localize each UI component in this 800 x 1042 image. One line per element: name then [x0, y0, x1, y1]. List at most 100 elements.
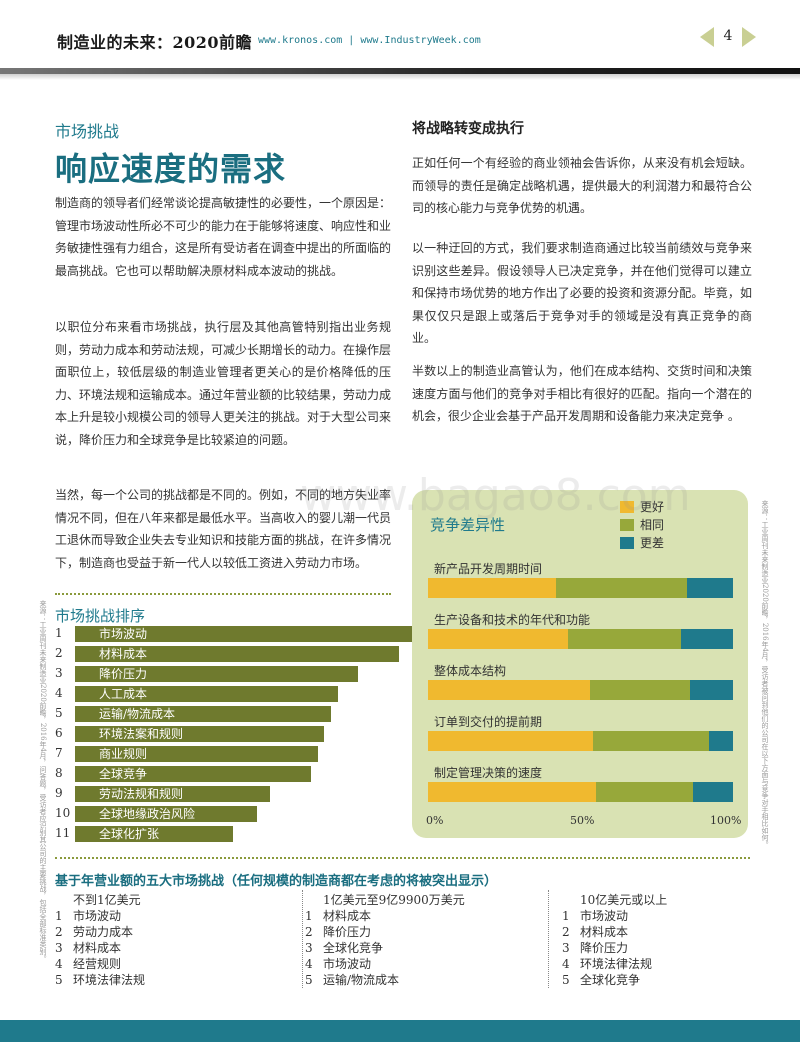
ranking-number: 3 [55, 666, 63, 680]
ranking-row: 8 全球竞争 [55, 766, 415, 782]
ranking-bar: 环境法案和规则 [75, 726, 324, 742]
ranking-number: 9 [55, 786, 63, 800]
chart-category-label: 新产品开发周期时间 [434, 562, 543, 576]
list-item-number: 4 [562, 957, 570, 971]
list-item: 1 材料成本 [305, 908, 545, 924]
right-source-note: 来源：工业周刊未来制造业2020前瞻，2016年4月，受访者被问到他们的公司在以… [761, 500, 769, 849]
legend-swatch-same [620, 519, 634, 531]
chart-stacked-bar [428, 578, 733, 598]
column-divider [548, 890, 549, 988]
x-tick-100: 100% [710, 814, 742, 827]
ranking-bar: 商业规则 [75, 746, 318, 762]
chart-category-label: 整体成本结构 [434, 664, 507, 678]
ranking-row: 3 降价压力 [55, 666, 415, 682]
list-item-label: 材料成本 [73, 941, 122, 955]
chart-bar-segment [690, 680, 733, 700]
list-item-label: 劳动力成本 [73, 925, 134, 939]
left-paragraph-1: 制造商的领导者们经常谈论提高敏捷性的必要性，一个原因是：管理市场波动性所必不可少… [55, 196, 392, 278]
header-urls[interactable]: www.kronos.com | www.IndustryWeek.com [258, 35, 481, 46]
list-item: 1 市场波动 [562, 908, 800, 924]
legend-swatch-worse [620, 537, 634, 549]
ranking-label: 环境法案和规则 [99, 727, 184, 741]
ranking-row: 1 市场波动 [55, 626, 415, 642]
page-number: 4 [723, 28, 733, 44]
list-item: 3 降价压力 [562, 940, 800, 956]
section-headline: 响应速度的需求 [55, 150, 287, 188]
revenue-tier-heading: 1亿美元至9亿9900万美元 [323, 893, 465, 907]
list-item-label: 环境法律法规 [580, 957, 653, 971]
list-item-label: 全球化竞争 [580, 973, 641, 987]
ranking-label: 市场波动 [99, 627, 148, 641]
ranking-row: 11 全球化扩张 [55, 826, 415, 842]
bottom-dotted-divider [55, 857, 750, 859]
chart-bar-segment [595, 782, 694, 802]
list-item-label: 降价压力 [323, 925, 372, 939]
chart-bar-segment [556, 578, 688, 598]
ranking-bar: 人工成本 [75, 686, 338, 702]
ranking-bar: 全球化扩张 [75, 826, 233, 842]
ranking-bar: 劳动法规和规则 [75, 786, 270, 802]
header-shadow [0, 74, 800, 80]
list-item-number: 2 [562, 925, 570, 939]
legend-swatch-better [620, 501, 634, 513]
chart-bar-segment [428, 731, 593, 751]
list-item: 3 全球化竞争 [305, 940, 545, 956]
ranking-title: 市场挑战排序 [55, 607, 146, 625]
list-item-number: 5 [305, 973, 313, 987]
chart-bar-segment [428, 680, 590, 700]
chart-bar-segment [681, 629, 733, 649]
list-item: 3 材料成本 [55, 940, 295, 956]
ranking-label: 劳动法规和规则 [99, 787, 184, 801]
list-item-number: 2 [55, 925, 63, 939]
list-item-label: 降价压力 [580, 941, 629, 955]
revenue-tier-column: 1亿美元至9亿9900万美元 1 材料成本 2 降价压力 3 全球化竞争 4 市场波动 5 运输/物… [305, 892, 545, 988]
left-source-note: 来源：工业周刊未来制造业2020前瞻，2016年4月，问答题，受访者应识别其公司… [39, 600, 47, 963]
right-heading: 将战略转变成执行 [412, 121, 524, 137]
chart-stacked-bar [428, 680, 733, 700]
bottom-section-title: 基于年营业额的五大市场挑战（任何规模的制造商都在考虑的将被突出显示） [55, 874, 498, 889]
ranking-bar: 市场波动 [75, 626, 412, 642]
ranking-label: 商业规则 [99, 747, 148, 761]
ranking-bar: 材料成本 [75, 646, 399, 662]
list-item-label: 市场波动 [580, 909, 629, 923]
list-item: 5 运输/物流成本 [305, 972, 545, 988]
competition-chart-panel: 竞争差异性 更好 相同 更差 新产品开发周期时间 生产设备和技术的年代和功能 整体成… [412, 490, 748, 838]
list-item: 2 材料成本 [562, 924, 800, 940]
section-kicker: 市场挑战 [55, 122, 120, 141]
ranking-number: 6 [55, 726, 63, 740]
watermark: www.bagao8.com [300, 470, 691, 521]
ranking-row: 6 环境法案和规则 [55, 726, 415, 742]
chart-category-label: 制定管理决策的速度 [434, 766, 543, 780]
chart-bar-segment [708, 731, 733, 751]
ranking-label: 降价压力 [99, 667, 148, 681]
revenue-tier-heading: 不到1亿美元 [73, 893, 141, 907]
ranking-number: 5 [55, 706, 63, 720]
revenue-tier-column: 不到1亿美元 1 市场波动 2 劳动力成本 3 材料成本 4 经营规则 5 环境法律法规 [55, 892, 295, 988]
ranking-row: 9 劳动法规和规则 [55, 786, 415, 802]
ranking-number: 11 [55, 826, 71, 840]
ranking-bar: 运输/物流成本 [75, 706, 331, 722]
list-item-label: 运输/物流成本 [323, 973, 400, 987]
list-item: 2 劳动力成本 [55, 924, 295, 940]
list-item-number: 3 [562, 941, 570, 955]
ranking-label: 运输/物流成本 [99, 707, 176, 721]
chart-bar-segment [693, 782, 733, 802]
ranking-number: 8 [55, 766, 63, 780]
list-item-label: 经营规则 [73, 957, 122, 971]
list-item-number: 1 [562, 909, 570, 923]
list-item: 4 市场波动 [305, 956, 545, 972]
column-divider [302, 890, 303, 988]
previous-page-arrow-icon[interactable] [700, 27, 714, 47]
list-item: 5 环境法律法规 [55, 972, 295, 988]
ranking-number: 2 [55, 646, 63, 660]
list-item-number: 2 [305, 925, 313, 939]
list-item-label: 环境法律法规 [73, 973, 146, 987]
legend-label-better: 更好 [640, 500, 665, 514]
ranking-row: 10 全球地缘政治风险 [55, 806, 415, 822]
list-item-label: 市场波动 [73, 909, 122, 923]
next-page-arrow-icon[interactable] [742, 27, 756, 47]
ranking-label: 全球地缘政治风险 [99, 807, 196, 821]
chart-bar-segment [687, 578, 733, 598]
list-item-label: 材料成本 [323, 909, 372, 923]
list-item-number: 4 [305, 957, 313, 971]
